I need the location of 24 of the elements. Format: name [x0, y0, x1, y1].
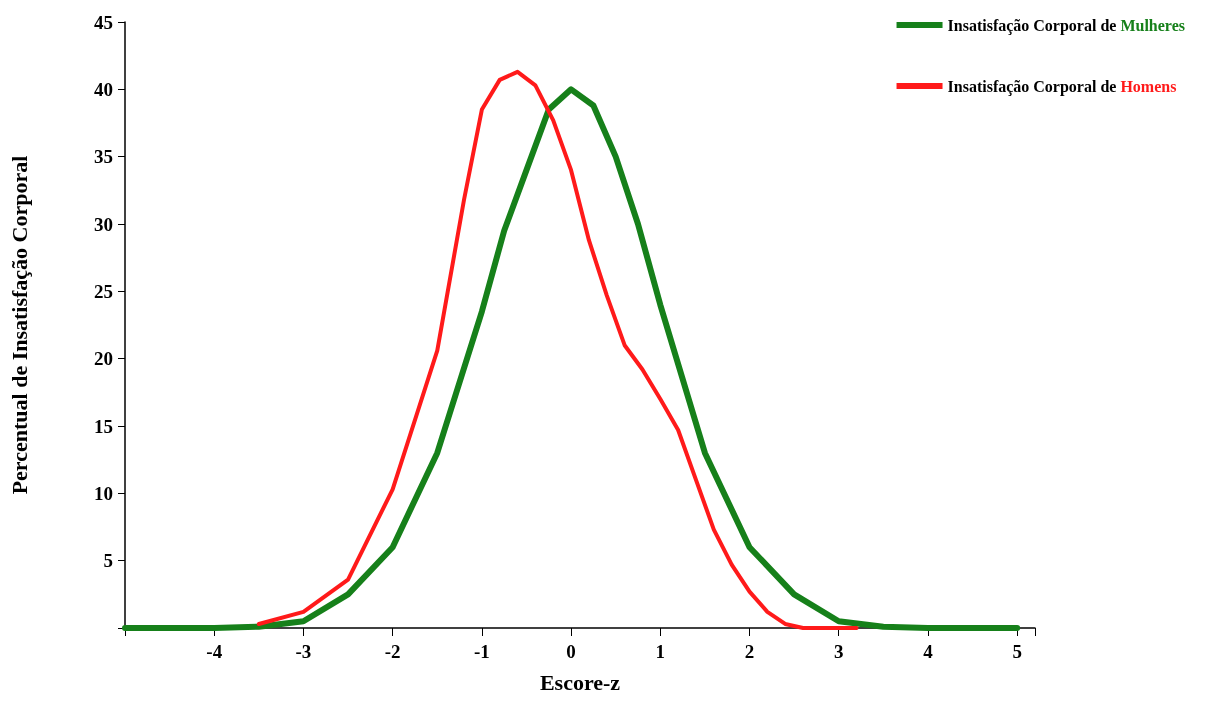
- x-tick-label: -3: [295, 641, 312, 662]
- x-tick-label: 5: [1012, 641, 1022, 662]
- x-tick-label: 2: [744, 641, 755, 662]
- x-tick-label: -1: [473, 641, 490, 662]
- line-series: [256, 69, 859, 630]
- y-tick-label: 15: [94, 415, 113, 437]
- y-axis-title: Percentual de Insatisfação Corporal: [6, 155, 32, 495]
- y-tick-label: 20: [94, 348, 113, 370]
- legend-label: Insatisfação Corporal de Homens: [947, 77, 1177, 96]
- x-axis-title: Escore-z: [539, 669, 621, 695]
- x-tick-label: -2: [384, 641, 401, 662]
- y-tick-label: 10: [94, 482, 113, 504]
- y-tick-label: 40: [94, 78, 113, 100]
- y-tick-label: 45: [94, 11, 113, 33]
- x-tick-label: 1: [655, 641, 666, 662]
- x-tick-label: 3: [833, 641, 844, 662]
- y-tick-label: 5: [103, 550, 113, 572]
- y-tick-label: 35: [94, 146, 113, 168]
- y-tick-label: 30: [94, 213, 113, 235]
- x-tick-label: 4: [923, 641, 934, 662]
- legend-label: Insatisfação Corporal de Mulheres: [947, 16, 1186, 35]
- x-tick-label: 0: [566, 641, 576, 662]
- y-tick-label: 25: [94, 280, 113, 302]
- x-tick-label: -4: [206, 641, 223, 662]
